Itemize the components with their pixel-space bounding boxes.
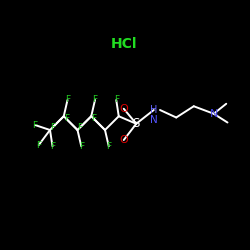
- Text: F: F: [64, 114, 69, 123]
- Text: F: F: [92, 96, 98, 104]
- Text: O: O: [120, 104, 128, 114]
- Text: F: F: [79, 142, 84, 151]
- Text: F: F: [65, 96, 70, 104]
- Text: F: F: [50, 123, 55, 132]
- Text: HCl: HCl: [110, 37, 137, 51]
- Text: N: N: [210, 109, 218, 119]
- Text: F: F: [106, 142, 111, 151]
- Text: F: F: [36, 140, 41, 149]
- Text: F: F: [114, 96, 119, 104]
- Text: F: F: [91, 114, 96, 123]
- Text: O: O: [120, 135, 128, 145]
- Text: H: H: [150, 105, 158, 115]
- Text: N: N: [150, 115, 158, 125]
- Text: F: F: [78, 123, 82, 132]
- Text: F: F: [32, 120, 38, 130]
- Text: S: S: [132, 117, 140, 130]
- Text: F: F: [50, 142, 55, 151]
